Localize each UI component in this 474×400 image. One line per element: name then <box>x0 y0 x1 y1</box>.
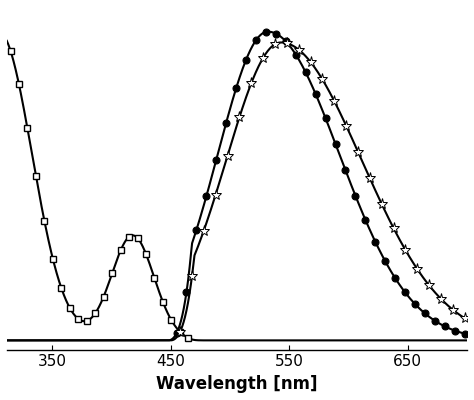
X-axis label: Wavelength [nm]: Wavelength [nm] <box>156 375 318 393</box>
